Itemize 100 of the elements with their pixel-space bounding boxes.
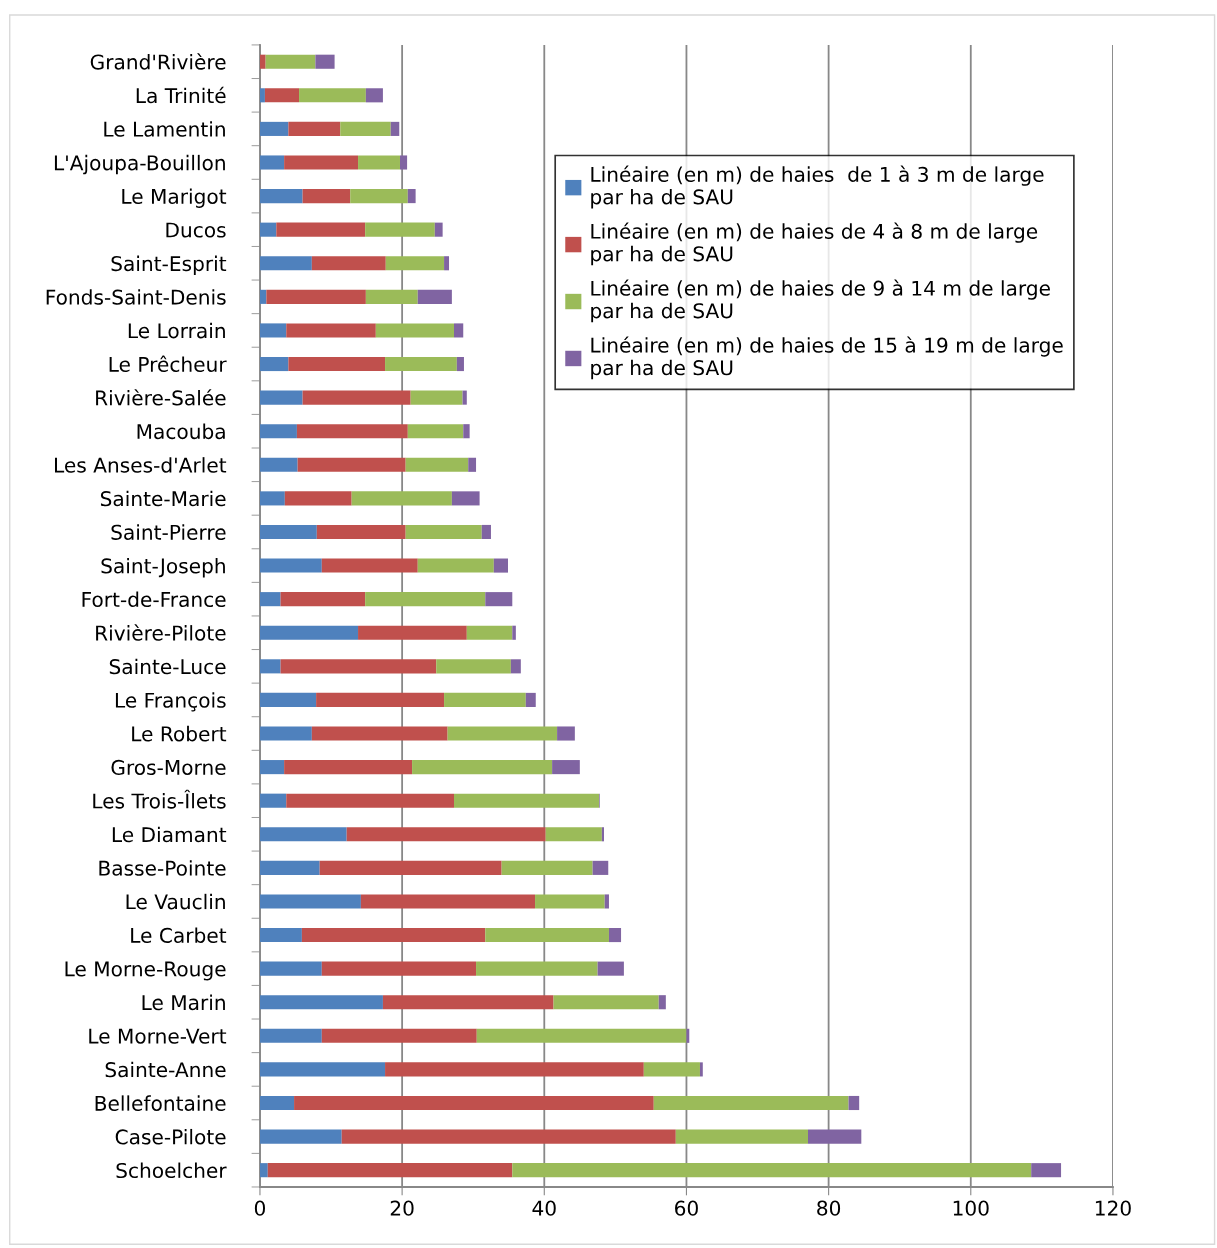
y-tick-label: Le Carbet [131, 927, 227, 943]
bar [848, 1095, 860, 1111]
bar [259, 1062, 386, 1077]
bar [407, 424, 464, 439]
bar [340, 121, 391, 136]
bar [259, 189, 303, 204]
legend-label: Linéaire (en m) de haies de 4 à 8 m de large par ha de SAU [591, 222, 1038, 266]
y-tick-label: Basse-Pointe [99, 860, 226, 876]
bar [456, 356, 464, 372]
bar [399, 155, 408, 170]
y-tick-label: Le François [115, 692, 226, 712]
y-tick-label: Les Trois-Îlets [93, 789, 226, 809]
y-tick-label: Le Marin [142, 994, 225, 1011]
bar [592, 860, 609, 875]
x-tick-label: 40 [532, 1200, 556, 1216]
bar [259, 1095, 295, 1111]
bar [444, 692, 526, 707]
y-tick-label: Rivière-Salée [96, 389, 226, 406]
bar [321, 1028, 477, 1043]
x-tick-label: 100 [953, 1200, 989, 1216]
legend-label: Linéaire (en m) de haies de 15 à 19 m de large par ha de SAU [591, 336, 1063, 380]
bar [463, 424, 470, 439]
bar [259, 222, 277, 237]
bar [481, 524, 491, 540]
bar [299, 88, 366, 103]
bar [675, 1129, 808, 1144]
bar [417, 289, 452, 304]
bar [385, 256, 445, 271]
bar [535, 894, 605, 909]
bar [284, 491, 352, 506]
bar [447, 726, 558, 741]
bar [259, 1028, 322, 1043]
bar [476, 1028, 687, 1043]
y-tick-label: Case-Pilote [115, 1128, 226, 1145]
bar [658, 995, 666, 1010]
bar [259, 88, 265, 103]
y-tick-label: Les Anses-d'Arlet [55, 457, 227, 473]
y-tick-label: Macouba [137, 423, 225, 440]
bar [686, 1028, 690, 1043]
bar [444, 256, 450, 271]
bar [259, 491, 285, 506]
y-tick-label: Le Lamentin [104, 121, 225, 137]
y-tick-label: Rivière-Pilote [96, 624, 226, 641]
y-tick-label: Le Vauclin [126, 893, 225, 910]
bar [259, 256, 312, 271]
bar [365, 592, 486, 607]
bar [346, 827, 546, 842]
bar [653, 1095, 849, 1111]
bar [311, 726, 448, 741]
legend-label: Linéaire (en m) de haies de 1 à 3 m de large par ha de SAU [591, 165, 1044, 209]
bar [808, 1129, 862, 1144]
bar [604, 894, 609, 909]
bar [259, 524, 317, 540]
y-tick-label: La Trinité [136, 86, 226, 104]
bar [302, 189, 351, 204]
bar [476, 961, 598, 976]
bar [288, 356, 386, 372]
x-tick-label: 80 [817, 1200, 841, 1216]
bar [286, 793, 455, 808]
x-tick-label: 120 [1095, 1200, 1131, 1216]
bar [485, 592, 513, 607]
bar [501, 860, 593, 875]
bar [601, 827, 604, 842]
bar [267, 1163, 513, 1178]
bar [259, 625, 359, 640]
bar [301, 928, 486, 943]
bar [365, 88, 383, 103]
bar [286, 323, 376, 338]
bar [468, 457, 477, 472]
y-tick-label: Le Marigot [122, 188, 227, 208]
y-tick-label: Le Diamant [112, 826, 227, 843]
bar [284, 760, 413, 775]
bar [259, 760, 285, 775]
x-tick-label: 60 [675, 1200, 698, 1216]
y-tick-label: L'Ajoupa-Bouillon [54, 154, 225, 175]
bar [259, 894, 361, 909]
bar [259, 860, 320, 875]
bar [510, 659, 521, 674]
bar [410, 390, 463, 405]
bar [259, 356, 289, 372]
bar [385, 356, 457, 372]
bar [405, 457, 469, 472]
y-tick-label: Saint-Esprit [111, 255, 227, 276]
x-tick-label: 20 [390, 1200, 414, 1216]
bar [259, 1163, 268, 1178]
bar [302, 390, 411, 405]
bar [360, 894, 536, 909]
bar [385, 1062, 644, 1077]
y-tick-label: Le Lorrain [128, 322, 225, 339]
y-tick-label: Sainte-Marie [100, 490, 226, 507]
bar [493, 558, 509, 573]
y-tick-label: Le Morne-Rouge [65, 961, 226, 981]
bar [525, 692, 536, 707]
bar [259, 1129, 342, 1144]
bar [264, 88, 300, 103]
bar [259, 793, 287, 808]
bar [1031, 1163, 1062, 1178]
bar [280, 592, 366, 607]
y-tick-label: Fonds-Saint-Denis [46, 289, 226, 305]
y-tick-label: Le Morne-Vert [89, 1028, 227, 1044]
